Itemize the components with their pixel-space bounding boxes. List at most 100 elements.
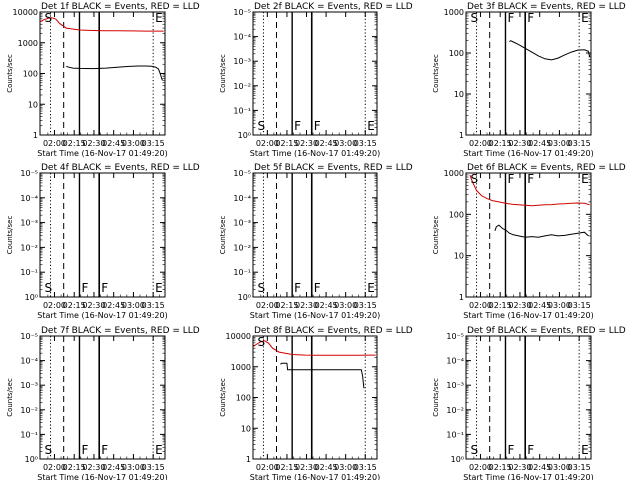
y-tick-label: 10⁻²	[20, 243, 38, 252]
x-tick-label: 02:45	[528, 463, 551, 472]
y-tick-label: 10⁻¹	[446, 430, 464, 439]
marker-f: F	[294, 119, 301, 133]
x-axis-label: Start Time (16-Nov-17 01:49:20)	[37, 473, 167, 480]
series-events	[509, 40, 591, 61]
x-tick-label: 02:00	[256, 139, 279, 148]
chart-title: Det 1f BLACK = Events, RED = LLD	[41, 2, 200, 12]
marker-s: S	[45, 443, 53, 457]
y-axis-label: Counts/sec	[6, 54, 14, 93]
y-axis-label: Counts/sec	[432, 378, 440, 417]
y-tick-label: 10⁻³	[20, 381, 38, 390]
x-tick-label: 02:30	[508, 301, 531, 310]
y-tick-label: 10⁻¹	[20, 268, 38, 277]
marker-f: F	[527, 11, 534, 25]
marker-f: F	[527, 172, 534, 186]
chart-title: Det 3f BLACK = Events, RED = LLD	[467, 2, 626, 12]
x-axis-label: Start Time (16-Nov-17 01:49:20)	[37, 311, 167, 320]
chart-panel-5: Det 5f BLACK = Events, RED = LLD 10⁰ 10⁻¹ 1…	[219, 163, 413, 320]
chart-panel-2: Det 2f BLACK = Events, RED = LLD 10⁰ 10⁻¹ 1…	[219, 2, 413, 158]
x-tick-label: 02:00	[256, 301, 279, 310]
y-tick-label: 100	[449, 210, 464, 219]
chart-panel-7: Det 7f BLACK = Events, RED = LLD 10⁰ 10⁻¹ 1…	[6, 326, 200, 480]
y-tick-label: 10⁰	[451, 455, 464, 464]
y-axis-label: Counts/sec	[219, 54, 227, 93]
y-tick-label: 10⁻³	[20, 219, 38, 228]
chart-title: Det 6f BLACK = Events, RED = LLD	[467, 163, 626, 173]
y-tick-label: 10⁻³	[233, 219, 251, 228]
x-tick-label: 02:15	[63, 301, 86, 310]
chart-panel-3: Det 3f BLACK = Events, RED = LLD 1 10 100 10…	[432, 2, 626, 158]
marker-f: F	[507, 11, 514, 25]
y-tick-label: 10⁻⁵	[20, 332, 38, 341]
y-tick-label: 10⁻²	[233, 82, 251, 91]
x-axis-label: Start Time (16-Nov-17 01:49:20)	[463, 311, 593, 320]
marker-e: E	[581, 172, 589, 186]
chart-panel-8: Det 8f BLACK = Events, RED = LLD 1 10 100 10…	[219, 326, 413, 480]
x-tick-label: 03:00	[122, 463, 145, 472]
y-axis-label: Counts/sec	[219, 216, 227, 255]
y-tick-label: 10⁻⁴	[446, 357, 464, 366]
y-axis-label: Counts/sec	[219, 378, 227, 417]
plot-frame	[252, 172, 378, 298]
y-tick-label: 10000	[226, 332, 251, 341]
y-tick-label: 1	[33, 131, 38, 140]
x-tick-label: 03:15	[354, 301, 377, 310]
y-tick-label: 10⁻³	[233, 57, 251, 66]
x-tick-label: 02:00	[469, 463, 492, 472]
y-tick-label: 1000	[444, 169, 464, 178]
marker-f: F	[314, 281, 321, 295]
marker-s: S	[471, 443, 479, 457]
chart-panel-4: Det 4f BLACK = Events, RED = LLD 10⁰ 10⁻¹ 1…	[6, 163, 200, 320]
y-tick-label: 10⁻⁴	[233, 194, 251, 203]
x-tick-label: 03:00	[334, 139, 357, 148]
y-tick-label: 10⁰	[25, 455, 38, 464]
y-tick-label: 10⁰	[238, 293, 251, 302]
y-tick-label: 1000	[231, 363, 251, 372]
marker-e: E	[155, 443, 163, 457]
x-tick-label: 02:45	[528, 139, 551, 148]
chart-title: Det 9f BLACK = Events, RED = LLD	[467, 326, 626, 336]
plot-frame	[465, 335, 592, 460]
x-tick-label: 02:15	[275, 463, 298, 472]
y-axis-label: Counts/sec	[432, 54, 440, 93]
marker-e: E	[155, 281, 163, 295]
x-tick-label: 03:15	[354, 463, 377, 472]
x-tick-label: 02:15	[489, 301, 512, 310]
y-tick-label: 1	[459, 293, 464, 302]
plot-frame	[39, 335, 166, 460]
marker-s: S	[257, 335, 265, 349]
x-tick-label: 02:00	[43, 139, 66, 148]
x-tick-label: 02:00	[256, 463, 279, 472]
x-tick-label: 02:45	[315, 463, 338, 472]
x-tick-label: 02:45	[102, 463, 125, 472]
y-tick-label: 10⁻¹	[20, 430, 38, 439]
marker-e: E	[581, 443, 589, 457]
series-events	[494, 224, 589, 238]
x-tick-label: 03:00	[334, 301, 357, 310]
series-lld	[252, 340, 376, 356]
x-tick-label: 03:00	[122, 139, 145, 148]
x-tick-label: 03:15	[568, 463, 591, 472]
marker-f: F	[101, 443, 108, 457]
y-tick-label: 100	[23, 70, 38, 79]
x-tick-label: 02:15	[63, 463, 86, 472]
y-tick-label: 10⁻⁴	[20, 194, 38, 203]
marker-s: S	[471, 172, 479, 186]
x-tick-label: 02:15	[489, 463, 512, 472]
marker-f: F	[81, 281, 88, 295]
x-tick-label: 02:15	[489, 139, 512, 148]
x-tick-label: 02:30	[295, 139, 318, 148]
marker-e: E	[581, 11, 589, 25]
x-tick-label: 02:00	[469, 139, 492, 148]
x-tick-label: 02:30	[508, 463, 531, 472]
chart-panel-1: Det 1f BLACK = Events, RED = LLD 1 10 100 10…	[6, 2, 200, 158]
chart-title: Det 8f BLACK = Events, RED = LLD	[254, 326, 413, 336]
x-tick-label: 02:45	[315, 301, 338, 310]
series-events	[66, 65, 163, 81]
x-tick-label: 03:00	[334, 463, 357, 472]
x-axis-label: Start Time (16-Nov-17 01:49:20)	[250, 149, 380, 158]
x-tick-label: 03:00	[122, 301, 145, 310]
marker-f: F	[81, 443, 88, 457]
x-tick-label: 03:15	[142, 463, 165, 472]
